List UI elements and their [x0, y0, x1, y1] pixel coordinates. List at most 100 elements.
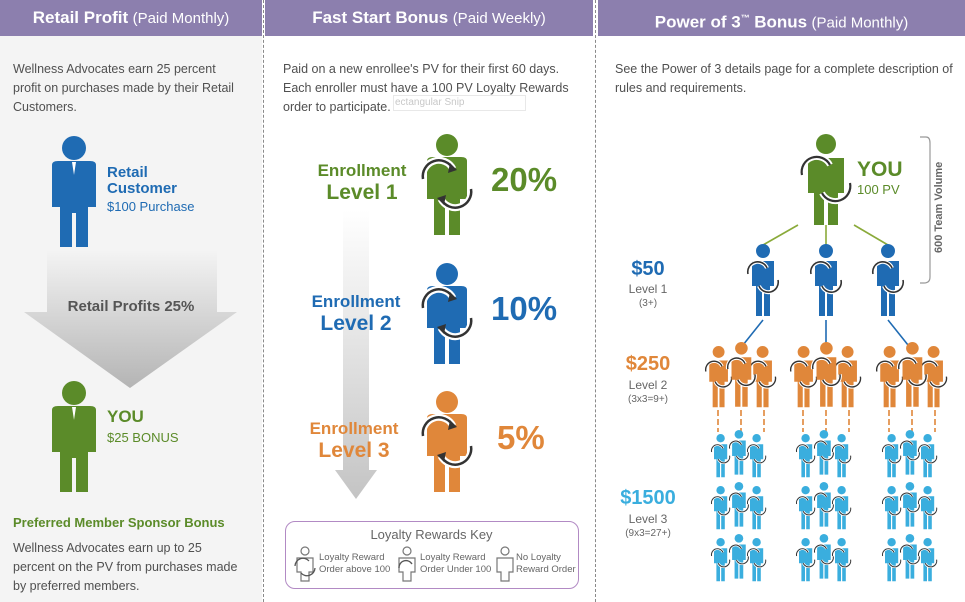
power-of-3-trademark: ™ [740, 13, 750, 23]
level-2-person-icon [788, 346, 819, 408]
level-2-label-line2: Level 2 [320, 312, 392, 335]
level-2-amount: $250 [625, 353, 671, 375]
power-of-3-subtitle: (Paid Monthly) [811, 14, 909, 32]
level-3-person-icon [728, 482, 750, 527]
retail-you-label: YOU [107, 407, 144, 426]
level-3-person-icon [831, 486, 852, 530]
level-3-amount: $1500 [620, 487, 676, 509]
level-1-amount: $50 [631, 258, 665, 280]
level-3-loyalty-person-icon [419, 391, 475, 492]
level-3-person-icon [881, 434, 902, 478]
level-3-person-icon [917, 486, 938, 530]
key-above-100-line1: Loyalty Reward [319, 552, 385, 563]
level-1-percent: 20% [491, 161, 558, 198]
key-above-100-line2: Order above 100 [319, 564, 391, 575]
level-1-person-icon [745, 244, 781, 316]
level-2-people-group [703, 342, 949, 408]
level-1-rule: (3+) [638, 298, 658, 309]
key-under-100-person-icon [398, 546, 416, 582]
level-1-label-line2: Level 1 [326, 181, 398, 204]
level-3-person-icon [881, 486, 902, 530]
level-1-label-line1: Enrollment [317, 161, 407, 180]
level-3-person-icon [795, 486, 816, 530]
sponsor-bonus-text: Wellness Advocates earn up to 25 percent… [13, 541, 238, 593]
retail-profit-percentage: Retail Profits 25% [67, 298, 195, 315]
power-you-person-icon [798, 134, 854, 225]
level-3-percent: 5% [497, 419, 545, 456]
level-3-label-line1: Enrollment [309, 419, 399, 438]
level-3-person-icon [710, 538, 731, 582]
level-3-person-icon [728, 430, 750, 475]
level-3-person-icon [917, 434, 938, 478]
level-2-person-icon [896, 342, 928, 407]
panel-divider-2 [595, 0, 596, 602]
level-3-person-icon [795, 434, 816, 478]
fast-start-intro-text: Paid on a new enrollee's PV for their fi… [283, 62, 569, 114]
retail-customer-person-icon [52, 136, 96, 247]
level-2-person-icon [874, 346, 905, 408]
key-no-reward-person-icon [496, 546, 514, 582]
fast-start-header: Fast Start Bonus (Paid Weekly) [265, 0, 593, 36]
level-1-person-icon [870, 244, 906, 316]
level-3-person-icon [899, 534, 921, 579]
level-3-person-icon [710, 434, 731, 478]
level-1-person-icon [808, 244, 844, 316]
retail-customer-label-line1: Retail [107, 164, 148, 181]
level-3-name: Level 3 [628, 512, 668, 526]
fast-start-down-arrow-icon [335, 210, 377, 499]
level-3-person-icon [710, 486, 731, 530]
fast-start-title: Fast Start Bonus [312, 8, 449, 27]
level-3-person-icon [728, 534, 750, 579]
level-3-person-icon [881, 538, 902, 582]
level-3-person-icon [899, 482, 921, 527]
level-2-person-icon [725, 342, 757, 407]
retail-profit-title: Retail Profit [32, 8, 129, 27]
power-of-3-tree-lines [717, 224, 936, 432]
level-3-people-group [710, 430, 938, 582]
level-3-person-icon [831, 538, 852, 582]
level-3-person-icon [746, 486, 767, 530]
key-under-100-line2: Order Under 100 [420, 564, 492, 575]
retail-you-person-icon [52, 381, 96, 492]
retail-profit-arrow-icon [24, 250, 237, 388]
level-2-percent: 10% [491, 290, 558, 327]
level-2-name: Level 2 [628, 378, 668, 392]
level-2-person-icon [703, 346, 734, 408]
loyalty-key-title: Loyalty Rewards Key [370, 527, 493, 542]
level-3-person-icon [831, 434, 852, 478]
level-3-person-icon [795, 538, 816, 582]
level-3-label-line2: Level 3 [318, 439, 390, 462]
team-volume-bracket [920, 136, 931, 284]
level-2-person-icon [918, 346, 949, 408]
power-of-3-intro-text: See the Power of 3 details page for a co… [615, 62, 953, 95]
retail-profit-panel: Retail Profit (Paid Monthly) Wellness Ad… [0, 0, 262, 602]
power-of-3-title-suffix: Bonus [754, 12, 808, 32]
loyalty-rewards-key: Loyalty Rewards Key Loyalty Reward Order… [285, 521, 579, 589]
power-of-3-title: Power of 3 [654, 12, 741, 32]
power-of-3-header: Power of 3™ Bonus (Paid Monthly) [598, 0, 965, 36]
level-2-label-line1: Enrollment [311, 292, 401, 311]
fast-start-subtitle: (Paid Weekly) [452, 10, 546, 27]
retail-intro-text: Wellness Advocates earn 25 percent profi… [13, 62, 234, 114]
level-1-people-group [745, 244, 906, 316]
key-under-100-line1: Loyalty Reward [420, 552, 486, 563]
sponsor-bonus-title: Preferred Member Sponsor Bonus [13, 515, 225, 530]
key-above-100-person-icon [294, 546, 316, 582]
retail-profit-subtitle: (Paid Monthly) [132, 10, 230, 27]
retail-customer-label-line2: Customer [107, 180, 178, 197]
level-3-person-icon [746, 538, 767, 582]
retail-profit-header: Retail Profit (Paid Monthly) [0, 0, 262, 36]
retail-bonus-amount: $25 BONUS [107, 430, 179, 445]
retail-purchase-amount: $100 Purchase [107, 199, 195, 214]
level-3-person-icon [746, 434, 767, 478]
panel-divider-1 [263, 0, 264, 602]
level-1-loyalty-person-icon [419, 134, 475, 235]
level-2-person-icon [810, 342, 842, 407]
level-3-person-icon [813, 430, 835, 475]
level-3-person-icon [813, 482, 835, 527]
power-you-pv: 100 PV [857, 182, 900, 197]
level-2-loyalty-person-icon [419, 263, 475, 364]
level-1-name: Level 1 [628, 282, 668, 296]
key-no-reward-line1: No Loyalty [516, 552, 561, 563]
level-2-rule: (3x3=9+) [627, 394, 669, 405]
